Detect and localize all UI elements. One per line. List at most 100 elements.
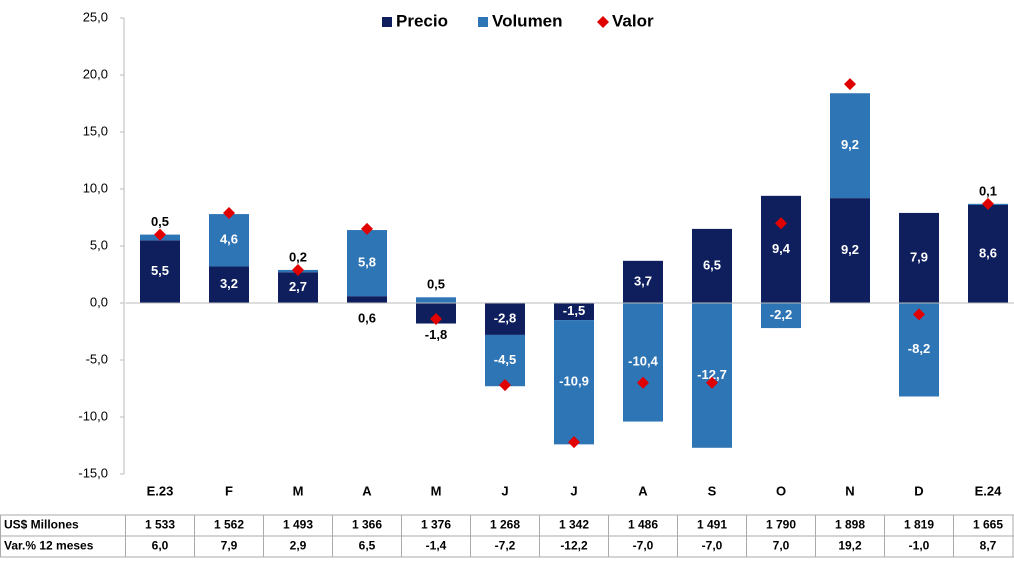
bar [830,93,870,199]
y-tick-label: -5,0 [86,351,108,366]
bar [761,195,801,303]
value-marker [292,263,304,276]
x-tick-label: M [293,483,304,498]
data-label: 0,6 [358,310,376,325]
data-label: 9,4 [772,241,791,256]
data-label: 0,5 [427,277,445,292]
table-cell: 1 493 [283,518,313,532]
table-cell: 1 819 [904,518,934,532]
value-marker [982,197,994,210]
data-label: 9,2 [841,242,859,257]
table-cell: -7,0 [702,539,723,553]
bar [623,260,663,303]
bar [485,334,525,387]
legend-label: Precio [396,11,448,30]
x-tick-label: E.23 [147,483,174,498]
table-cell: 8,7 [980,539,997,553]
row-header: Var.% 12 meses [4,539,94,553]
table-cell: 1 790 [766,518,796,532]
bar [554,303,594,321]
y-tick-label: -15,0 [78,465,108,480]
data-label: -2,8 [494,310,516,325]
x-tick-label: N [845,483,854,498]
y-tick-label: 25,0 [83,9,108,24]
data-label: 4,6 [220,232,238,247]
table-cell: -12,2 [560,539,588,553]
table-cell: 1 486 [628,518,658,532]
table-cell: 1 342 [559,518,589,532]
bar [209,214,249,267]
data-label: -2,2 [770,307,792,322]
value-marker [913,308,925,321]
data-label: -1,5 [563,303,585,318]
data-label: 6,5 [703,257,721,272]
bar [416,297,456,303]
row-header: US$ Millones [4,518,79,532]
table-cell: 1 562 [214,518,244,532]
table-cell: 7,9 [221,539,238,553]
data-label: 3,2 [220,276,238,291]
y-tick-label: 10,0 [83,180,108,195]
data-label: -8,2 [908,341,930,356]
x-tick-label: E.24 [975,483,1003,498]
data-label: 0,2 [289,249,307,264]
table-cell: 1 491 [697,518,727,532]
bar [347,230,387,297]
x-tick-label: D [914,483,923,498]
data-label: -10,9 [559,374,589,389]
value-marker [223,206,235,219]
value-marker [499,379,511,392]
data-label: 7,9 [910,249,928,264]
legend-swatch [478,17,488,27]
table-cell: -7,0 [633,539,654,553]
y-tick-label: 20,0 [83,66,108,81]
value-marker [568,436,580,449]
table-cell: 1 268 [490,518,520,532]
table-cell: -7,2 [495,539,516,553]
value-marker [775,217,787,230]
bar [692,228,732,303]
data-label: 8,6 [979,245,997,260]
table-cell: 19,2 [838,539,862,553]
table-cell: 1 533 [145,518,175,532]
legend-label: Valor [612,11,654,30]
table-cell: 6,5 [359,539,376,553]
table-cell: -1,0 [909,539,930,553]
x-tick-label: S [708,483,717,498]
data-label: -10,4 [628,354,658,369]
table-cell: -1,4 [426,539,447,553]
data-label: 3,7 [634,273,652,288]
bar [554,320,594,445]
value-marker [844,78,856,91]
data-label: 5,5 [151,263,169,278]
x-tick-label: J [501,483,508,498]
y-tick-label: -10,0 [78,408,108,423]
bar [692,303,732,448]
table-cell: 1 366 [352,518,382,532]
table-cell: 2,9 [290,539,307,553]
bar [899,212,939,303]
value-marker [706,376,718,389]
data-label: 0,1 [979,183,997,198]
data-label: 5,8 [358,255,376,270]
bar [140,240,180,303]
x-tick-label: O [776,483,786,498]
x-tick-label: A [638,483,648,498]
x-tick-label: J [570,483,577,498]
table-cell: 1 898 [835,518,865,532]
legend-swatch [382,17,392,27]
value-marker [361,222,373,235]
value-marker [637,376,649,389]
data-label: 0,5 [151,214,169,229]
bar [761,303,801,329]
bar [623,303,663,422]
data-label: 9,2 [841,137,859,152]
table-cell: 1 665 [973,518,1003,532]
y-tick-label: 15,0 [83,123,108,138]
x-tick-label: A [362,483,372,498]
y-tick-label: 5,0 [90,237,108,252]
legend-label: Volumen [492,11,563,30]
bar [209,266,249,303]
data-label: 2,7 [289,279,307,294]
data-label: -1,8 [425,327,447,342]
